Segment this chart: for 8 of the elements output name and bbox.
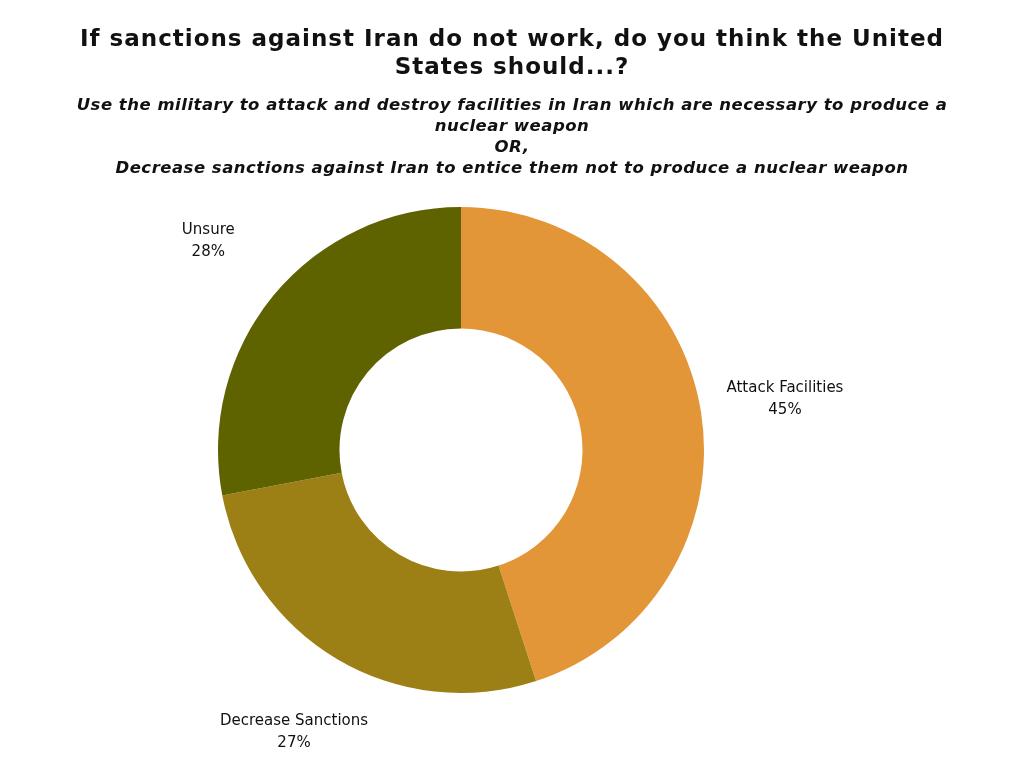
chart-subtitle: Use the military to attack and destroy facilities in Iran which are necessary to produce a nuclear weapon OR, Decrease sanctions against Iran to entice them not to produce a nuclear weapon <box>75 94 949 178</box>
slice-label: Unsure <box>181 219 235 238</box>
data-label: 45% <box>768 399 802 418</box>
slice-label: Attack Facilities <box>726 377 844 396</box>
chart-title: If sanctions against Iran do not work, do you think the United States should...? <box>79 24 945 80</box>
data-label: 27% <box>277 733 311 752</box>
slice-label: Decrease Sanctions <box>219 711 369 730</box>
data-label: 28% <box>191 241 225 260</box>
